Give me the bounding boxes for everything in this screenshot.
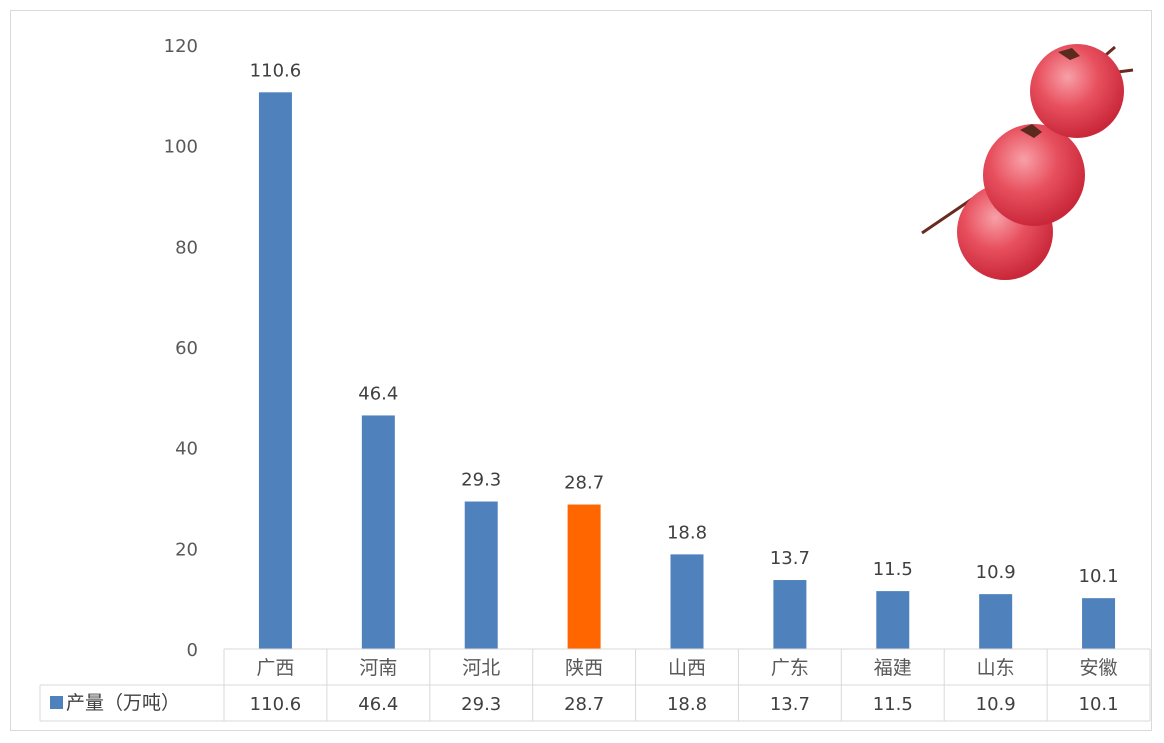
y-tick-label: 20 [175,539,198,560]
category-label: 广东 [771,657,809,679]
bar-8 [1082,598,1116,649]
data-label: 18.8 [667,522,707,543]
data-label: 46.4 [358,383,398,404]
y-tick-label: 0 [187,640,198,661]
data-label: 10.9 [976,562,1016,583]
data-labels: 110.6 46.4 29.3 28.7 18.8 13.7 11.5 10.9 10.1 [250,60,1119,587]
y-tick-label: 120 [164,36,198,57]
legend-label: 产量（万吨） [66,692,180,714]
category-label: 河南 [359,657,397,679]
chart-frame [10,10,1152,731]
category-label: 陕西 [565,657,603,679]
y-tick-label: 100 [164,137,198,158]
bar-3 [567,504,601,649]
data-table: 广西 110.6 河南 46.4 河北 29.3 陕西 28.7 山西 18.8 广东 13.7 福建 1… [39,648,1151,722]
data-label: 28.7 [564,473,604,494]
category-label: 安徽 [1080,657,1118,679]
category-label: 河北 [462,657,500,679]
y-tick-label: 40 [175,439,198,460]
table-value: 18.8 [667,694,707,715]
table-value: 13.7 [770,694,810,715]
persimmon-image [921,44,1134,280]
table-value: 10.9 [976,694,1016,715]
category-label: 福建 [874,657,912,679]
data-label: 110.6 [250,60,302,81]
bar-5 [773,580,807,649]
table-value: 28.7 [564,694,604,715]
bar-series [258,92,1116,649]
category-label: 山西 [668,657,706,679]
table-value: 110.6 [250,694,302,715]
y-tick-label: 60 [175,338,198,359]
data-label: 13.7 [770,548,810,569]
y-tick-label: 80 [175,237,198,258]
data-label: 10.1 [1079,566,1119,587]
table-value: 46.4 [358,694,398,715]
table-value: 10.1 [1079,694,1119,715]
y-axis: 0 20 40 60 80 100 120 [164,36,198,661]
table-value: 11.5 [873,694,913,715]
table-value: 29.3 [461,694,501,715]
data-label: 29.3 [461,470,501,491]
data-label: 11.5 [873,559,913,580]
bar-7 [979,594,1013,649]
category-label: 广西 [256,657,294,679]
category-label: 山东 [977,657,1015,679]
bar-1 [361,415,395,649]
legend-swatch [50,696,63,709]
bar-2 [464,501,498,649]
bar-4 [670,554,704,649]
bar-6 [876,591,910,649]
bar-0 [258,92,292,649]
